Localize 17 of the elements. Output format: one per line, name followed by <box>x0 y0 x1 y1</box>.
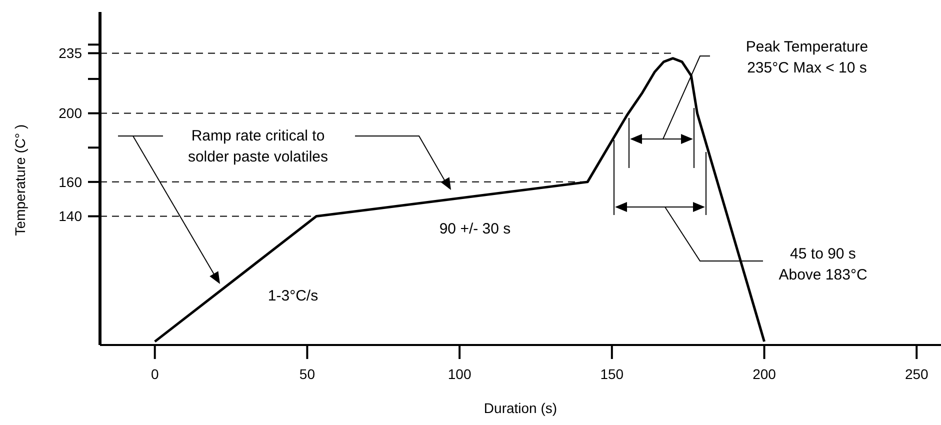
y-tick-label: 200 <box>58 105 82 122</box>
y-tick-label: 160 <box>58 174 82 190</box>
y-axis-title: Temperature (C° ) <box>12 124 28 236</box>
y-tick-label: 235 <box>58 45 82 62</box>
x-tick-label: 200 <box>752 366 776 382</box>
annotation: 1-3°C/s <box>268 287 318 304</box>
x-tick-label: 50 <box>299 366 316 382</box>
annotation: 90 +/- 30 s <box>439 220 511 238</box>
x-tick-label: 250 <box>904 366 929 382</box>
x-axis-title: Duration (s) <box>484 400 558 416</box>
annotation: 45 to 90 s Above 183°C <box>778 245 868 284</box>
x-tick-label: 0 <box>150 366 159 382</box>
y-tick-label: 140 <box>58 208 82 224</box>
x-tick-label: 150 <box>600 366 624 382</box>
annotation: Peak Temperature 235°C Max < 10 s <box>746 38 868 76</box>
annotation: Ramp rate critical to solder paste volatiles <box>188 127 328 166</box>
x-tick-label: 100 <box>448 366 472 382</box>
